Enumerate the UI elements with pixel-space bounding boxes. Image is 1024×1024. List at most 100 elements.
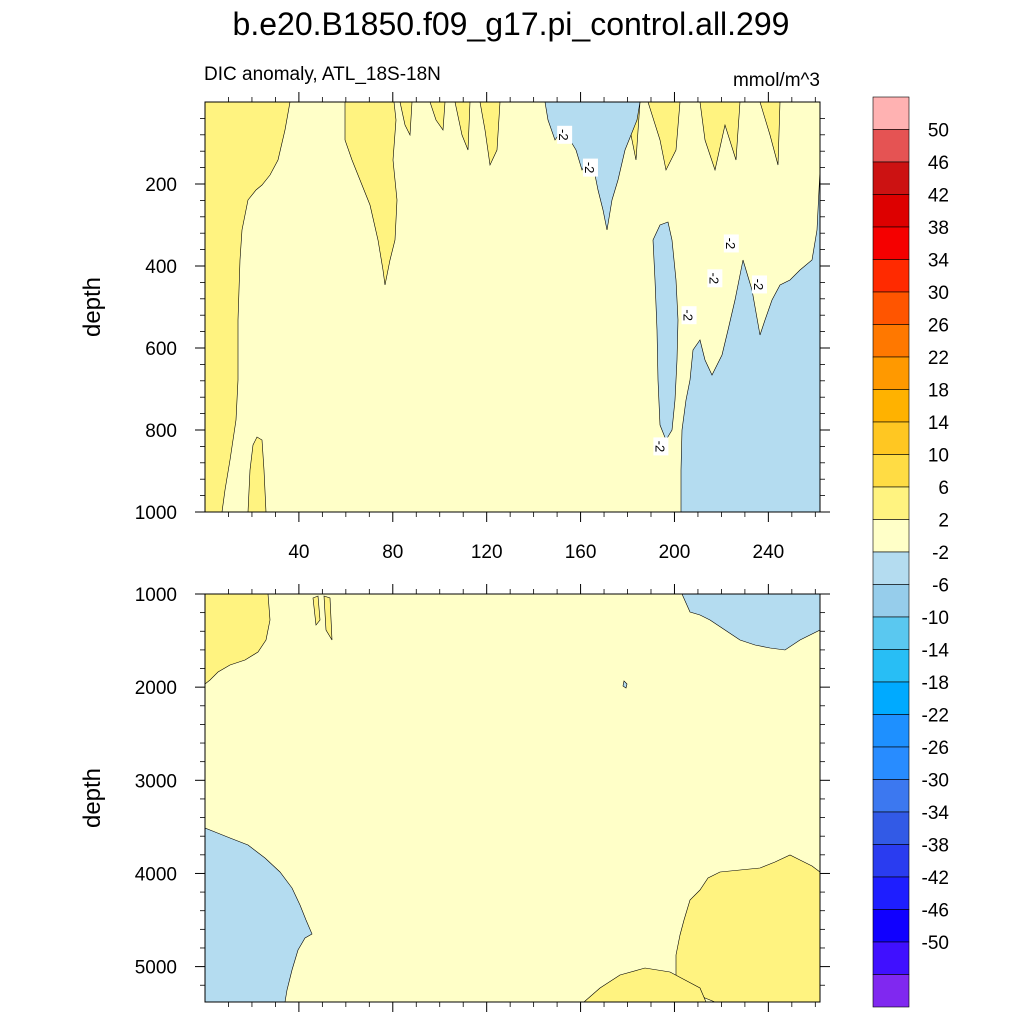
colorbar-swatch: [872, 811, 910, 845]
colorbar-label: 18: [928, 381, 949, 402]
upper-panel: -2 -2 -2 -2 -2 -2 -2 40 80 120 160 200 240 200 400 600…: [79, 92, 830, 563]
contour-label-box: [723, 234, 739, 253]
lower-panel: 1000 2000 3000 4000 5000 depth: [79, 584, 830, 1012]
colorbar-swatch: [872, 779, 910, 813]
contour-label-text: -2: [706, 273, 721, 285]
colorbar-label: 26: [928, 316, 949, 337]
upper-x-tick-label: 80: [382, 542, 403, 563]
contour-label-text: -2: [556, 129, 571, 141]
contour-label: -2: [706, 269, 723, 288]
figure-subtitle-right: mmol/m^3: [733, 70, 820, 91]
colorbar-label: 50: [928, 121, 949, 142]
colorbar-swatch: [872, 324, 910, 358]
upper-y-tick-label: 200: [145, 175, 177, 196]
colorbar-swatch: [872, 746, 910, 780]
contour-label-box: [707, 269, 723, 288]
colorbar-label: 46: [928, 153, 949, 174]
colorbar-swatch: [872, 291, 910, 325]
colorbar-label: 10: [928, 446, 949, 467]
colorbar-label: 14: [928, 413, 950, 434]
colorbar-swatch: [872, 584, 910, 618]
colorbar-label: -38: [922, 836, 949, 857]
colorbar-label: 22: [928, 348, 949, 369]
contour-label-box: [653, 437, 669, 456]
colorbar-label: -30: [922, 771, 949, 792]
lower-positive-region-streaks: [312, 595, 333, 641]
upper-x-tick-label: 120: [471, 542, 503, 563]
contour-label: -2: [681, 306, 697, 325]
upper-ylabel: depth: [79, 277, 106, 337]
lower-negative-region-southwest: [205, 827, 313, 1002]
upper-positive-region-west-column: [205, 102, 291, 512]
contour-label-box: [751, 275, 767, 294]
upper-x-tick-label: 200: [659, 542, 691, 563]
lower-y-tick-label: 3000: [135, 771, 177, 792]
colorbar: 50 46 42 38 34 30 26 22 18 14 10 6 2 -2 -6 -10 -14 -18 -22…: [872, 96, 950, 1008]
upper-negative-region-east: [680, 169, 820, 512]
colorbar-label: 6: [938, 478, 949, 499]
lower-y-tick-label: 1000: [135, 585, 177, 606]
colorbar-swatch: [872, 454, 910, 488]
contour-label: -2: [751, 275, 767, 294]
upper-y-tick-label: 400: [145, 257, 177, 278]
colorbar-label: -42: [922, 868, 949, 889]
upper-positive-region-west: [205, 102, 398, 286]
colorbar-swatch: [872, 714, 910, 748]
upper-x-tick-label: 160: [565, 542, 597, 563]
colorbar-swatch: [872, 551, 910, 585]
colorbar-label: -14: [922, 641, 950, 662]
colorbar-swatch: [872, 941, 910, 975]
lower-y-tick-label: 4000: [135, 864, 177, 885]
upper-y-tick-label: 600: [145, 339, 177, 360]
lower-small-feature: [622, 680, 628, 689]
colorbar-label: 2: [938, 511, 949, 532]
colorbar-label: -50: [922, 933, 949, 954]
contour-label: -2: [652, 437, 669, 456]
colorbar-swatch: [872, 96, 910, 130]
colorbar-label: 38: [928, 218, 949, 239]
lower-positive-region-bottom-center: [583, 967, 707, 1002]
upper-x-tick-label: 40: [288, 542, 309, 563]
colorbar-swatch: [872, 161, 910, 195]
colorbar-swatch: [872, 356, 910, 390]
colorbar-swatch: [872, 844, 910, 878]
colorbar-label: 42: [928, 186, 949, 207]
lower-y-tick-label: 2000: [135, 678, 177, 699]
colorbar-label: -26: [922, 738, 949, 759]
colorbar-label: -46: [922, 901, 949, 922]
colorbar-swatch: [872, 876, 910, 910]
colorbar-swatch: [872, 486, 910, 520]
colorbar-label: -10: [922, 608, 949, 629]
colorbar-swatch: [872, 519, 910, 553]
upper-x-tick-label: 240: [753, 542, 785, 563]
figure-title: b.e20.B1850.f09_g17.pi_control.all.299: [233, 6, 790, 42]
colorbar-swatch: [872, 194, 910, 228]
contour-label-box: [681, 306, 697, 325]
contour-label: -2: [556, 125, 573, 144]
colorbar-label: -34: [922, 803, 950, 824]
colorbar-label: -6: [932, 576, 949, 597]
colorbar-swatch: [872, 259, 910, 293]
colorbar-label: -18: [922, 673, 949, 694]
contour-label: -2: [723, 234, 739, 253]
colorbar-swatch: [872, 226, 910, 260]
colorbar-label: -22: [922, 706, 949, 727]
contour-label-text: -2: [582, 162, 597, 174]
lower-y-tick-label: 5000: [135, 958, 177, 979]
colorbar-swatch: [872, 974, 910, 1008]
contour-label-box: [582, 158, 598, 177]
colorbar-swatch: [872, 649, 910, 683]
lower-ylabel: depth: [79, 768, 106, 828]
colorbar-label: 34: [928, 251, 950, 272]
upper-negative-region-plume: [652, 221, 679, 441]
contour-label-text: -2: [723, 238, 738, 250]
contour-label-text: -2: [751, 279, 766, 291]
colorbar-swatch: [872, 681, 910, 715]
upper-y-tick-label: 800: [145, 421, 177, 442]
colorbar-label: 30: [928, 283, 949, 304]
colorbar-swatch: [872, 129, 910, 163]
colorbar-swatch: [872, 421, 910, 455]
contour-label-text: -2: [681, 309, 696, 321]
contour-label-text: -2: [652, 441, 667, 453]
